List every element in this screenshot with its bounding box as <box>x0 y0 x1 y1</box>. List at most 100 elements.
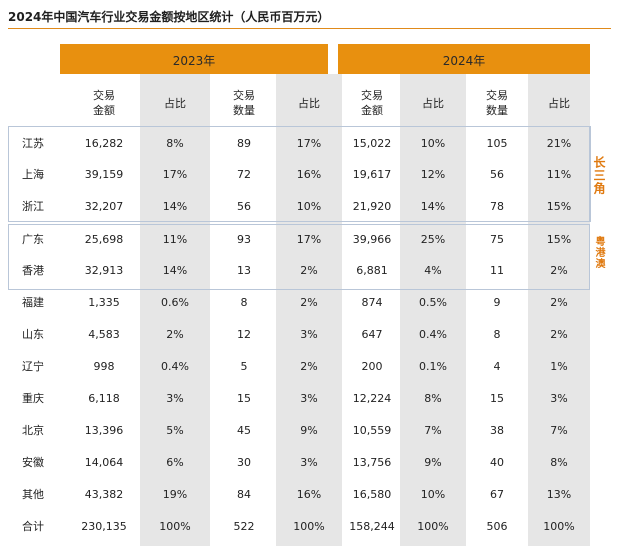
table-cell: 9% <box>424 456 442 469</box>
column-header: 交易 金额 <box>93 89 115 117</box>
table-cell: 14% <box>162 200 188 213</box>
row-label: 重庆 <box>22 392 44 405</box>
table-cell: 8% <box>550 456 568 469</box>
table-cell: 11% <box>546 168 572 181</box>
table-cell: 2% <box>300 360 318 373</box>
year-band-2024 <box>338 44 590 74</box>
row-label: 辽宁 <box>22 360 44 373</box>
column-header: 交易 数量 <box>233 89 255 117</box>
row-label: 江苏 <box>22 137 44 150</box>
table-cell: 0.1% <box>419 360 447 373</box>
table-cell: 4,583 <box>88 328 120 341</box>
table-cell: 0.4% <box>419 328 447 341</box>
table-cell: 0.5% <box>419 296 447 309</box>
table-title: 2024年中国汽车行业交易金额按地区统计（人民币百万元） <box>8 10 330 24</box>
region-label-gba: 粤港澳 <box>593 236 604 269</box>
column-header: 交易 金额 <box>361 89 383 117</box>
row-label: 香港 <box>22 264 44 277</box>
table-cell: 3% <box>300 456 318 469</box>
table-cell: 1% <box>550 360 568 373</box>
table-cell: 6,118 <box>88 392 120 405</box>
table-cell: 14% <box>162 264 188 277</box>
table-cell: 40 <box>490 456 504 469</box>
table-cell: 56 <box>237 200 251 213</box>
row-label: 山东 <box>22 328 44 341</box>
table-cell: 39,159 <box>84 168 124 181</box>
table-cell: 7% <box>550 424 568 437</box>
table-cell: 11 <box>490 264 504 277</box>
table-cell: 38 <box>490 424 504 437</box>
table-cell: 15% <box>546 200 572 213</box>
table-cell: 21,920 <box>352 200 392 213</box>
table-cell: 2% <box>300 296 318 309</box>
table-cell: 75 <box>490 233 504 246</box>
table-cell: 12% <box>420 168 446 181</box>
table-cell: 11% <box>162 233 188 246</box>
table-cell: 2% <box>166 328 184 341</box>
row-label: 广东 <box>22 233 44 246</box>
table-cell: 522 <box>233 520 255 533</box>
table-cell: 6% <box>166 456 184 469</box>
table-cell: 10,559 <box>352 424 392 437</box>
table-cell: 32,207 <box>84 200 124 213</box>
table-cell: 16,580 <box>352 488 392 501</box>
year-label-2024: 2024年 <box>442 54 486 68</box>
table-cell: 67 <box>490 488 504 501</box>
column-header: 占比 <box>548 97 570 110</box>
table-cell: 10% <box>296 200 322 213</box>
row-label: 合计 <box>22 520 44 533</box>
table-cell: 8% <box>166 137 184 150</box>
table-cell: 25% <box>420 233 446 246</box>
row-label: 安徽 <box>22 456 44 469</box>
row-label: 北京 <box>22 424 44 437</box>
table-cell: 32,913 <box>84 264 124 277</box>
table-cell: 506 <box>486 520 508 533</box>
table-cell: 72 <box>237 168 251 181</box>
grey-column <box>528 74 590 546</box>
table-cell: 9% <box>300 424 318 437</box>
table-cell: 4% <box>424 264 442 277</box>
table-cell: 5% <box>166 424 184 437</box>
table-cell: 2% <box>300 264 318 277</box>
table-cell: 15 <box>237 392 251 405</box>
year-band-2023 <box>60 44 328 74</box>
table-cell: 998 <box>93 360 115 373</box>
table-cell: 93 <box>237 233 251 246</box>
table-cell: 6,881 <box>356 264 388 277</box>
region-box-yangtze <box>8 126 590 222</box>
table-cell: 100% <box>543 520 575 533</box>
row-label: 上海 <box>22 168 44 181</box>
table-cell: 25,698 <box>84 233 124 246</box>
table-cell: 13% <box>546 488 572 501</box>
table-cell: 16% <box>296 488 322 501</box>
table-cell: 14,064 <box>84 456 124 469</box>
grey-column <box>140 74 210 546</box>
table-cell: 874 <box>361 296 383 309</box>
grey-column <box>276 74 342 546</box>
row-label: 其他 <box>22 488 44 501</box>
table-cell: 13,396 <box>84 424 124 437</box>
row-label: 浙江 <box>22 200 44 213</box>
region-box-gba <box>8 224 590 290</box>
table-cell: 8 <box>493 328 501 341</box>
table-cell: 647 <box>361 328 383 341</box>
table-cell: 84 <box>237 488 251 501</box>
region-rule <box>590 126 591 222</box>
table-cell: 15,022 <box>352 137 392 150</box>
table-cell: 45 <box>237 424 251 437</box>
column-header: 占比 <box>298 97 320 110</box>
table-cell: 19% <box>162 488 188 501</box>
table-cell: 0.4% <box>161 360 189 373</box>
table-cell: 17% <box>296 233 322 246</box>
table-cell: 3% <box>300 328 318 341</box>
table-cell: 10% <box>420 137 446 150</box>
table-cell: 16,282 <box>84 137 124 150</box>
table-cell: 8 <box>240 296 248 309</box>
table-cell: 2% <box>550 264 568 277</box>
region-label-yangtze: 长三角 <box>592 156 606 195</box>
table-cell: 3% <box>300 392 318 405</box>
table-cell: 12 <box>237 328 251 341</box>
table-cell: 1,335 <box>88 296 120 309</box>
column-header: 占比 <box>422 97 444 110</box>
table-cell: 0.6% <box>161 296 189 309</box>
